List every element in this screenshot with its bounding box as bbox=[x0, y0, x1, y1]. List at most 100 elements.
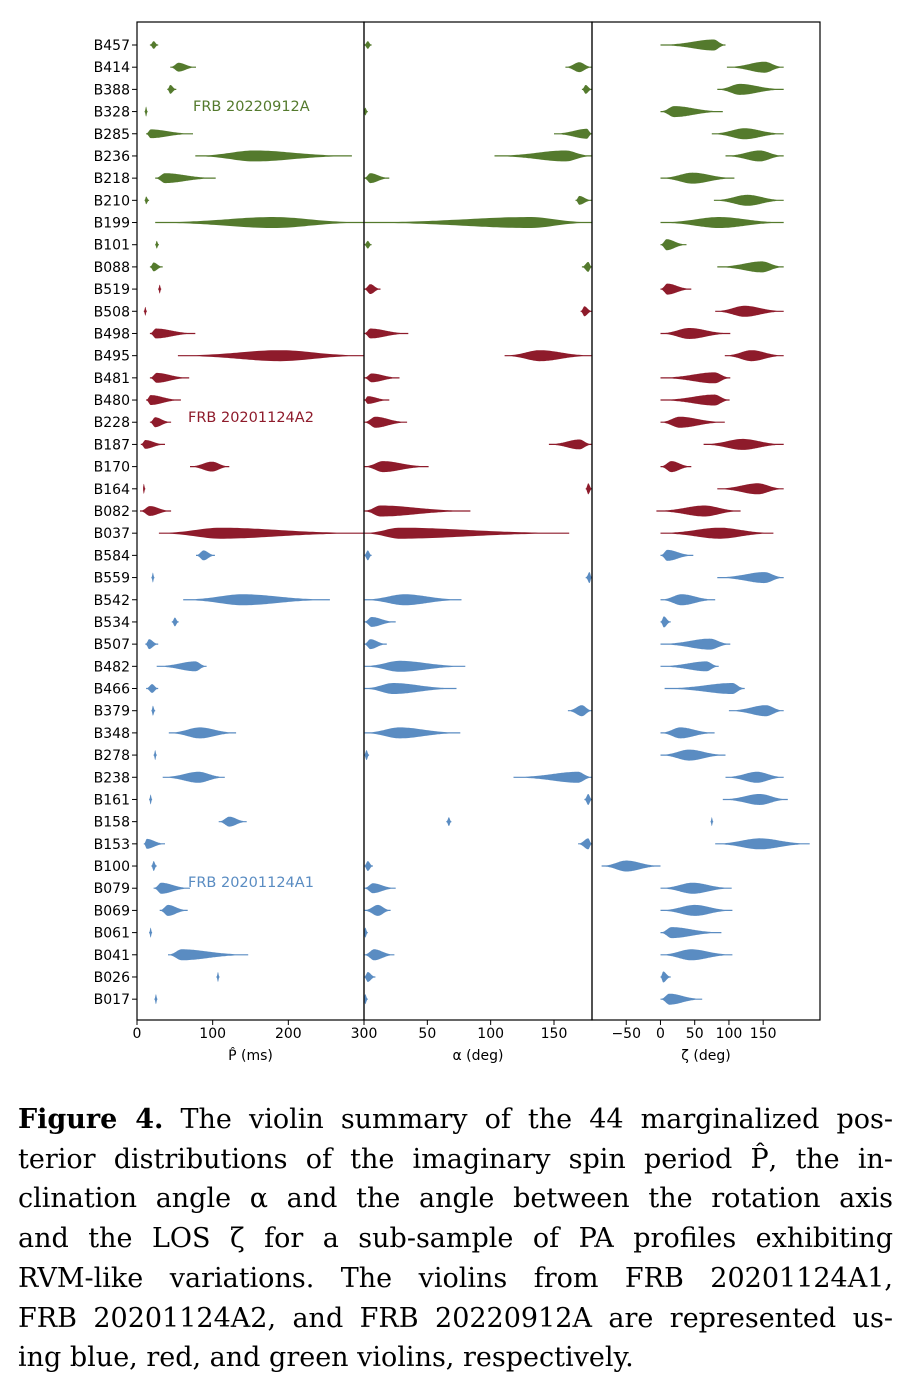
x-tick-label-z: 50 bbox=[686, 1026, 704, 1042]
x-axis-label-z: ζ (deg) bbox=[681, 1048, 730, 1064]
violin-B285-z bbox=[711, 128, 784, 140]
violin-B238-z bbox=[725, 771, 784, 783]
violin-B498-P bbox=[149, 328, 196, 339]
violin-B480-a bbox=[364, 396, 390, 404]
violin-B199-z bbox=[660, 217, 784, 228]
y-tick-label: B061 bbox=[94, 926, 130, 942]
violin-B088-a bbox=[581, 262, 592, 272]
violin-B278-a bbox=[364, 750, 370, 760]
violin-B278-z bbox=[660, 749, 726, 761]
violin-B328-z bbox=[660, 106, 723, 118]
y-tick-label: B158 bbox=[94, 815, 130, 831]
y-tick-label: B348 bbox=[94, 726, 130, 742]
x-tick-label-P: 300 bbox=[351, 1026, 378, 1042]
violin-B199-P bbox=[155, 217, 364, 228]
x-tick-label-P: 200 bbox=[275, 1026, 302, 1042]
y-tick-label: B498 bbox=[94, 326, 130, 342]
violin-B228-P bbox=[149, 417, 172, 428]
caption-line-7: ing blue, red, and green violins, respec… bbox=[18, 1342, 634, 1374]
violin-B164-z bbox=[717, 483, 784, 495]
violin-B348-P bbox=[168, 727, 237, 739]
caption-line-3: clination angle α and the angle between … bbox=[18, 1183, 893, 1215]
violin-B481-a bbox=[364, 373, 400, 383]
violin-B236-a bbox=[494, 150, 592, 162]
y-tick-label: B481 bbox=[94, 371, 130, 387]
caption-line-4: and the LOS ζ for a sub-sample of PA pro… bbox=[18, 1223, 893, 1255]
y-tick-label: B069 bbox=[94, 903, 130, 919]
violin-B414-a bbox=[565, 62, 592, 73]
violin-B542-a bbox=[364, 594, 462, 606]
violin-B161-P bbox=[149, 794, 153, 805]
violin-B228-z bbox=[660, 416, 725, 428]
violin-B414-P bbox=[170, 62, 196, 72]
x-tick-label-a: 50 bbox=[418, 1026, 436, 1042]
violin-B210-z bbox=[713, 194, 784, 206]
caption-label: Figure 4. bbox=[18, 1104, 164, 1135]
violin-B061-a bbox=[364, 927, 368, 938]
violin-B519-a bbox=[364, 284, 381, 294]
violin-B037-P bbox=[158, 527, 364, 539]
violin-B328-a bbox=[364, 107, 368, 116]
y-tick-label: B164 bbox=[94, 482, 130, 498]
x-tick-label-z: 100 bbox=[716, 1026, 743, 1042]
violin-B466-z bbox=[664, 683, 745, 694]
violin-B041-a bbox=[364, 949, 395, 961]
violin-B508-a bbox=[580, 306, 592, 317]
violin-B017-P bbox=[154, 994, 158, 1005]
violin-B482-a bbox=[364, 660, 466, 672]
violin-B480-z bbox=[660, 394, 730, 406]
violin-B559-z bbox=[717, 572, 784, 584]
y-tick-label: B379 bbox=[94, 704, 130, 720]
violin-B069-z bbox=[660, 904, 733, 916]
y-tick-label: B328 bbox=[94, 105, 130, 121]
panel-frame-P bbox=[136, 21, 365, 1021]
y-tick-label: B559 bbox=[94, 571, 130, 587]
violin-B414-z bbox=[726, 61, 784, 73]
y-tick-label: B161 bbox=[94, 792, 130, 808]
violin-B584-a bbox=[364, 550, 372, 561]
violin-B153-P bbox=[143, 838, 165, 849]
violin-B161-a bbox=[584, 794, 592, 805]
violin-B285-a bbox=[554, 128, 592, 139]
legend-label-group-2: FRB 20201124A2 bbox=[188, 410, 314, 426]
violin-figure: 0 100 200 300 P̂ (ms) 50 100 150 α (deg) −50 0 50 10… bbox=[94, 21, 821, 1064]
violin-B218-z bbox=[660, 172, 735, 184]
y-tick-label: B507 bbox=[94, 637, 130, 653]
violin-B278-P bbox=[153, 750, 157, 760]
x-tick-label-P: 0 bbox=[133, 1026, 142, 1042]
violin-B379-z bbox=[728, 705, 784, 717]
y-tick-label: B100 bbox=[94, 859, 130, 875]
y-tick-label: B210 bbox=[94, 193, 130, 209]
figure-caption: Figure 4. The violin summary of the 44 m… bbox=[18, 1100, 893, 1378]
y-tick-label: B238 bbox=[94, 770, 130, 786]
legend-label-group-3: FRB 20201124A1 bbox=[188, 875, 314, 891]
y-tick-label: B542 bbox=[94, 593, 130, 609]
violin-B101-a bbox=[364, 240, 372, 249]
violin-B170-a bbox=[364, 461, 429, 473]
y-tick-label: B037 bbox=[94, 526, 130, 542]
panel-a bbox=[364, 41, 592, 1005]
y-tick-label: B534 bbox=[94, 615, 130, 631]
violin-B210-a bbox=[575, 195, 592, 205]
violin-B481-z bbox=[660, 372, 731, 384]
violin-B079-a bbox=[364, 883, 396, 894]
violin-B495-P bbox=[177, 350, 364, 362]
violin-B519-P bbox=[158, 284, 162, 294]
violin-B457-z bbox=[660, 39, 726, 51]
violin-B495-a bbox=[504, 350, 592, 362]
panel-z bbox=[601, 39, 810, 1005]
violin-B082-P bbox=[140, 506, 172, 516]
x-tick-label-a: 100 bbox=[477, 1026, 504, 1042]
y-tick-label: B153 bbox=[94, 837, 130, 853]
violin-B170-z bbox=[660, 461, 692, 473]
violin-B088-P bbox=[149, 262, 163, 272]
y-tick-label: B414 bbox=[94, 60, 130, 76]
y-tick-label: B466 bbox=[94, 682, 130, 698]
violin-B508-z bbox=[715, 305, 784, 317]
violin-B041-z bbox=[660, 949, 733, 961]
panel-P bbox=[140, 41, 364, 1005]
violin-B100-z bbox=[601, 860, 661, 872]
violin-B457-a bbox=[364, 41, 372, 49]
y-tick-label: B187 bbox=[94, 437, 130, 453]
violin-B388-a bbox=[581, 85, 592, 94]
